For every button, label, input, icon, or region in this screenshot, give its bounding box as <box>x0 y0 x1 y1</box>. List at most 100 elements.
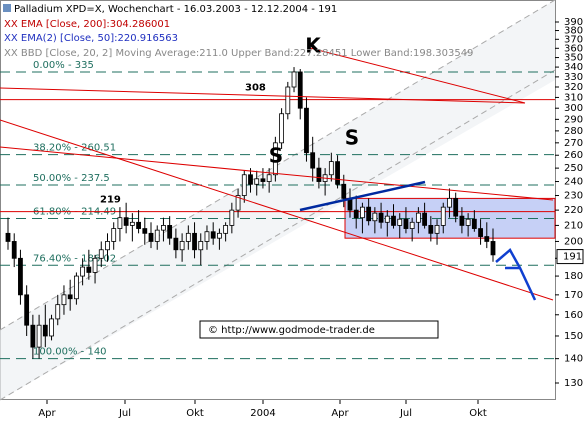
candle-body <box>61 294 67 306</box>
candle-body <box>471 218 477 229</box>
candle-body <box>447 197 452 208</box>
candle-body <box>229 209 235 226</box>
candle-body <box>459 215 465 226</box>
y-tick-label: 170 <box>564 290 583 301</box>
pattern-label: K <box>305 34 322 58</box>
candle-body <box>391 215 396 226</box>
candle-body <box>241 174 247 196</box>
y-tick-label: 270 <box>564 138 583 149</box>
candle-body <box>55 304 61 320</box>
candle-body <box>192 232 197 251</box>
overlay-front: S K S © http://www.godmode-trader.de Pal… <box>0 4 554 339</box>
candle-body <box>204 231 210 242</box>
x-tick-label: Jul <box>399 408 412 419</box>
candle-body <box>335 161 340 185</box>
x-tick-label: Apr <box>38 408 56 419</box>
candle-body <box>136 221 141 229</box>
header-bbd: XX BBD [Close, 20, 2] Moving Average:211… <box>4 48 473 59</box>
y-tick-label: 200 <box>564 236 583 247</box>
candle-body <box>422 212 428 226</box>
candle-body <box>378 212 384 223</box>
candle-body <box>86 266 92 273</box>
candle-body <box>403 218 409 229</box>
candle-body <box>217 232 222 239</box>
y-tick-label: 210 <box>564 220 583 231</box>
candle-body <box>24 294 30 326</box>
y-tick-label: 160 <box>564 310 583 321</box>
candle-body <box>366 206 372 222</box>
fib-label: 50.00% - 237.5 <box>33 173 110 184</box>
candle-body <box>248 174 253 185</box>
candle-body <box>18 257 23 296</box>
candle-body <box>80 266 86 277</box>
candle-body <box>179 241 185 251</box>
candle-body <box>465 218 471 226</box>
y-tick-label: 260 <box>564 150 583 161</box>
last-price-label: 191 <box>563 252 582 263</box>
icon <box>3 4 11 12</box>
candle-body <box>490 241 496 256</box>
pattern-label: S <box>269 144 283 168</box>
candle-body <box>440 206 446 226</box>
candle-body <box>148 232 154 242</box>
candle-body <box>198 241 204 251</box>
y-tick-label: 150 <box>564 331 583 342</box>
candle-body <box>210 231 216 239</box>
candle-body <box>279 113 284 144</box>
candle-body <box>266 174 272 182</box>
candle-body <box>484 236 490 242</box>
last-price-box <box>556 249 584 265</box>
candle-body <box>285 86 291 115</box>
data <box>5 67 496 359</box>
candle-body <box>161 225 166 231</box>
level-label: 308 <box>245 83 266 94</box>
forecast-arrow <box>495 248 537 301</box>
candle-body <box>415 212 421 223</box>
neckline <box>299 180 426 212</box>
y-tick-label: 290 <box>564 114 583 125</box>
candle-body <box>254 178 260 185</box>
candle-body <box>129 221 135 226</box>
y-tick-label: 350 <box>564 53 583 64</box>
fib-label: 38.20% - 260.51 <box>33 143 116 154</box>
candle-body <box>384 215 390 223</box>
watermark-box <box>199 320 439 339</box>
candle-body <box>117 217 123 229</box>
trend-line <box>0 119 554 301</box>
trend-line <box>0 146 554 201</box>
candle-body <box>167 225 173 239</box>
trend-line <box>309 47 526 104</box>
candle-body <box>260 178 266 182</box>
candle-body <box>5 232 11 242</box>
x-tick-label: Jul <box>118 408 131 419</box>
candle-body <box>328 161 334 176</box>
y-tick-label: 340 <box>564 62 583 73</box>
candle-body <box>154 229 160 242</box>
candle-body <box>453 197 459 217</box>
channel-line <box>0 69 556 401</box>
candle-body <box>341 183 347 199</box>
candle-body <box>409 221 415 229</box>
y-tick-label: 140 <box>564 354 583 365</box>
candle-body <box>11 241 17 259</box>
fib-label: 0.00% - 335 <box>33 60 94 71</box>
x-tick-label: 2004 <box>250 408 275 419</box>
candle-body <box>98 249 104 259</box>
axis: 1301401501601701801902002102202302402502… <box>38 17 584 419</box>
y-tick-label: 280 <box>564 126 583 137</box>
candle-body <box>316 167 322 182</box>
candle-body <box>310 152 316 169</box>
y-tick-label: 300 <box>564 103 583 114</box>
y-tick-label: 360 <box>564 43 583 54</box>
candle-body <box>478 228 483 237</box>
header-ema200: XX EMA [Close, 200]:304.286001 <box>4 19 170 30</box>
y-tick-label: 370 <box>564 34 583 45</box>
watermark: © http://www.godmode-trader.de <box>208 325 375 336</box>
candle-body <box>30 324 36 348</box>
candle-body <box>235 195 241 211</box>
candle-body <box>92 257 98 273</box>
candle-body <box>67 294 73 300</box>
y-tick-label: 230 <box>564 191 583 202</box>
y-tick-label: 380 <box>564 26 583 37</box>
